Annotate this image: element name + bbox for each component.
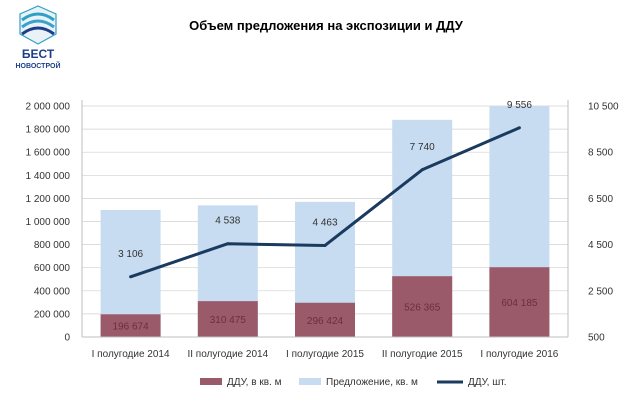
y-left-tick-label: 800 000 [34,240,71,251]
logo: БЕСТ НОВОСТРОЙ [15,5,61,70]
data-labels: 196 674 310 475 296 424 526 365 604 185 3 106… [113,100,538,333]
logo-line2: НОВОСТРОЙ [15,61,60,70]
y-left-tick-label: 1 200 000 [26,194,71,205]
y-left-tick-label: 400 000 [34,286,71,297]
line-point [517,126,521,130]
x-category-label: I полугодие 2014 [92,349,170,360]
y-left-tick-label: 1 000 000 [26,217,71,228]
bars [100,106,550,337]
legend-label-supply: Предложение, кв. м [326,377,418,388]
legend-swatch-supply [299,378,321,385]
line-point-label: 4 538 [215,216,240,227]
category-axis: I полугодие 2014 II полугодие 2014 I полуг… [82,336,568,360]
legend-item-dd-count: ДДУ, шт. [437,377,507,388]
legend-item-supply: Предложение, кв. м [299,377,418,388]
x-category-label: I полугодие 2015 [286,349,364,360]
bar-ddu-sqm-label: 526 365 [404,303,441,314]
y-left-tick-label: 1 800 000 [26,125,71,136]
bar-ddu-sqm [197,301,258,337]
axis-left: 0 200 000 400 000 600 000 800 000 1 000 000 1 … [26,100,83,344]
bar-ddu-sqm [392,276,453,337]
y-left-tick-label: 600 000 [34,263,71,274]
y-right-tick-label: 10 500 [588,102,619,113]
legend-label-dd-kvm: ДДУ, в кв. м [227,377,282,388]
y-left-tick-label: 200 000 [34,309,71,320]
y-right-tick-label: 2 500 [588,286,613,297]
y-left-tick-label: 0 [64,333,70,344]
x-category-label: II полугодие 2014 [187,349,268,360]
y-right-tick-label: 4 500 [588,240,613,251]
bar-ddu-sqm-label: 196 674 [113,322,150,333]
line-point-label: 4 463 [312,217,337,228]
y-left-tick-label: 1 400 000 [26,171,71,182]
axis-right: 500 2 500 4 500 6 500 8 500 10 500 [567,100,619,344]
line-point [129,275,133,279]
y-left-tick-label: 2 000 000 [26,102,71,113]
y-right-tick-label: 500 [588,333,605,344]
legend-item-dd-kvm: ДДУ, в кв. м [200,377,282,388]
bar-ddu-sqm-label: 310 475 [210,315,247,326]
line-series [129,126,521,279]
x-category-label: I полугодие 2016 [480,349,558,360]
legend-label-dd-count: ДДУ, шт. [468,377,507,388]
bar-ddu-sqm [489,267,550,337]
line-point-label: 9 556 [507,100,532,111]
bar-ddu-sqm [100,314,161,337]
chart-title: Объем предложения на экспозиции и ДДУ [189,18,464,33]
logo-line1: БЕСТ [22,47,55,61]
legend-swatch-dd-kvm [200,378,222,385]
line-point-label: 7 740 [410,142,435,153]
y-right-tick-label: 8 500 [588,148,613,159]
line-point [420,168,424,172]
legend: ДДУ, в кв. м Предложение, кв. м ДДУ, шт. [200,377,507,388]
logo-icon [19,5,57,45]
x-category-label: II полугодие 2015 [382,349,463,360]
line-point-label: 3 106 [118,249,143,260]
y-left-tick-label: 1 600 000 [26,148,71,159]
line-point [226,242,230,246]
line-point [323,243,327,247]
bar-ddu-sqm [295,302,355,337]
bar-ddu-sqm-label: 604 185 [501,298,538,309]
y-right-tick-label: 6 500 [588,194,613,205]
bar-ddu-sqm-label: 296 424 [307,316,344,327]
